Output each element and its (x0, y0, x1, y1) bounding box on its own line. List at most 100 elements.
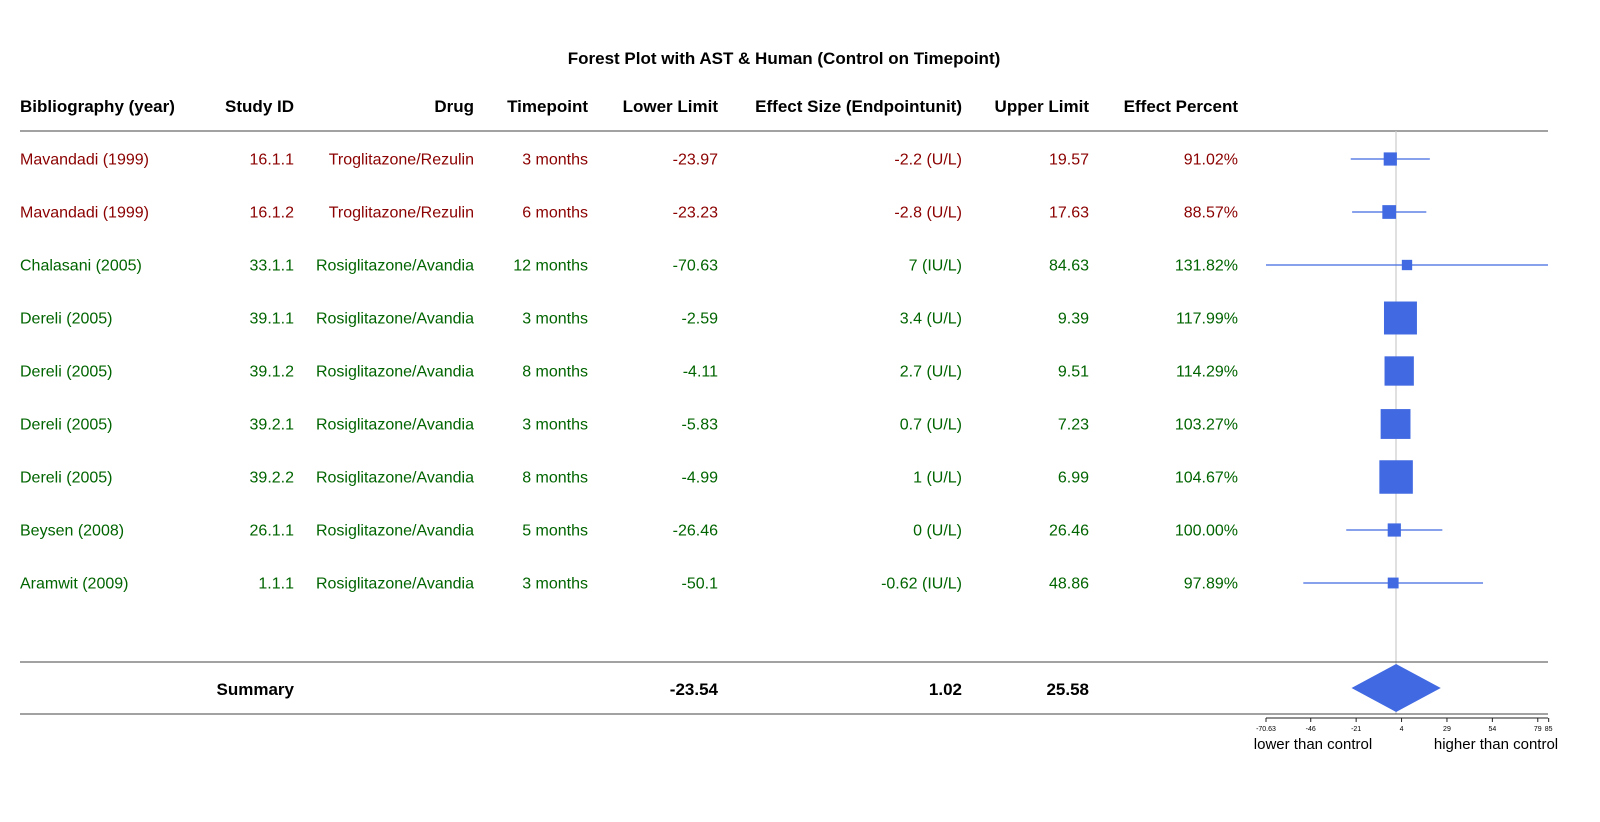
cell-bibliography: Chalasani (2005) (20, 258, 142, 275)
cell-upper-limit: 26.46 (1049, 523, 1089, 540)
cell-upper-limit: 84.63 (1049, 258, 1089, 275)
cell-timepoint: 3 months (522, 152, 588, 169)
cell-study-id: 39.2.1 (250, 417, 295, 434)
cell-upper-limit: 9.39 (1058, 311, 1089, 328)
cell-effect-percent: 117.99% (1176, 311, 1238, 328)
cell-lower-limit: -50.1 (682, 576, 719, 593)
x-axis: -70.63 -46 -21 4 29 54 79 85 (1256, 717, 1553, 733)
cell-lower-limit: -4.99 (682, 470, 719, 487)
cell-upper-limit: 19.57 (1049, 152, 1089, 169)
table-row: Dereli (2005) 39.1.2 Rosiglitazone/Avandia… (20, 364, 1238, 381)
axis-tick-label: 29 (1443, 726, 1451, 733)
cell-effect-percent: 100.00% (1175, 523, 1238, 540)
cell-upper-limit: 9.51 (1058, 364, 1089, 381)
cell-effect-percent: 131.82% (1175, 258, 1238, 275)
cell-upper-limit: 48.86 (1049, 576, 1089, 593)
cell-lower-limit: -23.23 (673, 205, 718, 222)
cell-study-id: 39.1.2 (250, 364, 295, 381)
axis-tick-label: 79 (1534, 726, 1542, 733)
effect-point (1387, 523, 1401, 537)
summary-diamond (1351, 664, 1441, 712)
chart-title: Forest Plot with AST & Human (Control on… (568, 49, 1001, 68)
table-row: Beysen (2008) 26.1.1 Rosiglitazone/Avandia… (20, 523, 1238, 540)
cell-effect-size: 7 (IU/L) (909, 258, 962, 275)
cell-study-id: 16.1.2 (250, 205, 295, 222)
cell-bibliography: Mavandadi (1999) (20, 152, 149, 169)
summary-effect: 1.02 (929, 680, 962, 699)
header-effect-size: Effect Size (Endpointunit) (755, 97, 962, 116)
cell-effect-size: 0 (U/L) (913, 523, 962, 540)
cell-bibliography: Dereli (2005) (20, 364, 112, 381)
header-upper-limit: Upper Limit (995, 97, 1090, 116)
cell-timepoint: 12 months (513, 258, 588, 275)
effect-point (1382, 205, 1397, 219)
cell-study-id: 39.1.1 (250, 311, 295, 328)
axis-tick-label: 54 (1488, 726, 1496, 733)
effect-point (1384, 356, 1414, 386)
cell-drug: Rosiglitazone/Avandia (316, 364, 474, 381)
cell-effect-percent: 103.27% (1175, 417, 1238, 434)
cell-study-id: 1.1.1 (258, 576, 294, 593)
effect-point (1380, 409, 1411, 439)
cell-bibliography: Beysen (2008) (20, 523, 124, 540)
summary-label: Summary (217, 680, 295, 699)
cell-upper-limit: 7.23 (1058, 417, 1089, 434)
cell-effect-percent: 88.57% (1184, 205, 1238, 222)
axis-tick-label: 4 (1400, 726, 1404, 733)
cell-drug: Rosiglitazone/Avandia (316, 258, 474, 275)
cell-study-id: 26.1.1 (250, 523, 295, 540)
study-markers (1266, 152, 1548, 589)
table-row: Aramwit (2009) 1.1.1 Rosiglitazone/Avandia… (20, 576, 1238, 593)
cell-lower-limit: -26.46 (673, 523, 718, 540)
cell-lower-limit: -4.11 (683, 364, 718, 381)
axis-tick-label: -46 (1306, 726, 1316, 733)
cell-timepoint: 3 months (522, 417, 588, 434)
cell-bibliography: Aramwit (2009) (20, 576, 128, 593)
cell-bibliography: Dereli (2005) (20, 417, 112, 434)
cell-effect-percent: 97.89% (1184, 576, 1238, 593)
cell-effect-percent: 91.02% (1184, 152, 1238, 169)
cell-study-id: 39.2.2 (250, 470, 295, 487)
table-row: Mavandadi (1999) 16.1.2 Troglitazone/Rezul… (20, 205, 1238, 222)
cell-bibliography: Dereli (2005) (20, 311, 112, 328)
cell-lower-limit: -23.97 (673, 152, 718, 169)
header-study-id: Study ID (225, 97, 294, 116)
table-row: Dereli (2005) 39.2.2 Rosiglitazone/Avandia… (20, 470, 1238, 487)
cell-effect-size: 2.7 (U/L) (900, 364, 962, 381)
cell-drug: Rosiglitazone/Avandia (316, 470, 474, 487)
cell-lower-limit: -5.83 (682, 417, 719, 434)
effect-point (1401, 259, 1413, 271)
cell-timepoint: 8 months (522, 364, 588, 381)
header-timepoint: Timepoint (507, 97, 588, 116)
cell-effect-size: -2.2 (U/L) (894, 152, 962, 169)
cell-drug: Rosiglitazone/Avandia (316, 576, 474, 593)
cell-drug: Rosiglitazone/Avandia (316, 417, 474, 434)
header-lower-limit: Lower Limit (623, 97, 719, 116)
study-rows: Mavandadi (1999) 16.1.1 Troglitazone/Rezul… (20, 152, 1238, 593)
cell-timepoint: 3 months (522, 576, 588, 593)
effect-point (1379, 460, 1413, 494)
table-row: Dereli (2005) 39.2.1 Rosiglitazone/Avandia… (20, 417, 1238, 434)
cell-timepoint: 5 months (522, 523, 588, 540)
axis-right-label: higher than control (1434, 736, 1558, 753)
cell-effect-percent: 104.67% (1175, 470, 1238, 487)
summary-upper: 25.58 (1046, 680, 1089, 699)
table-row: Mavandadi (1999) 16.1.1 Troglitazone/Rezul… (20, 152, 1238, 169)
header-drug: Drug (434, 97, 474, 116)
cell-effect-size: 3.4 (U/L) (900, 311, 962, 328)
cell-lower-limit: -2.59 (682, 311, 719, 328)
effect-point (1387, 577, 1399, 589)
cell-bibliography: Mavandadi (1999) (20, 205, 149, 222)
cell-bibliography: Dereli (2005) (20, 470, 112, 487)
effect-point (1383, 301, 1417, 335)
cell-drug: Troglitazone/Rezulin (329, 205, 474, 222)
cell-upper-limit: 17.63 (1049, 205, 1089, 222)
axis-tick-label: 85 (1545, 726, 1553, 733)
header-bibliography: Bibliography (year) (20, 97, 175, 116)
cell-drug: Rosiglitazone/Avandia (316, 523, 474, 540)
table-row: Dereli (2005) 39.1.1 Rosiglitazone/Avandia… (20, 311, 1238, 328)
cell-upper-limit: 6.99 (1058, 470, 1089, 487)
cell-effect-percent: 114.29% (1176, 364, 1238, 381)
cell-timepoint: 3 months (522, 311, 588, 328)
cell-study-id: 16.1.1 (250, 152, 295, 169)
